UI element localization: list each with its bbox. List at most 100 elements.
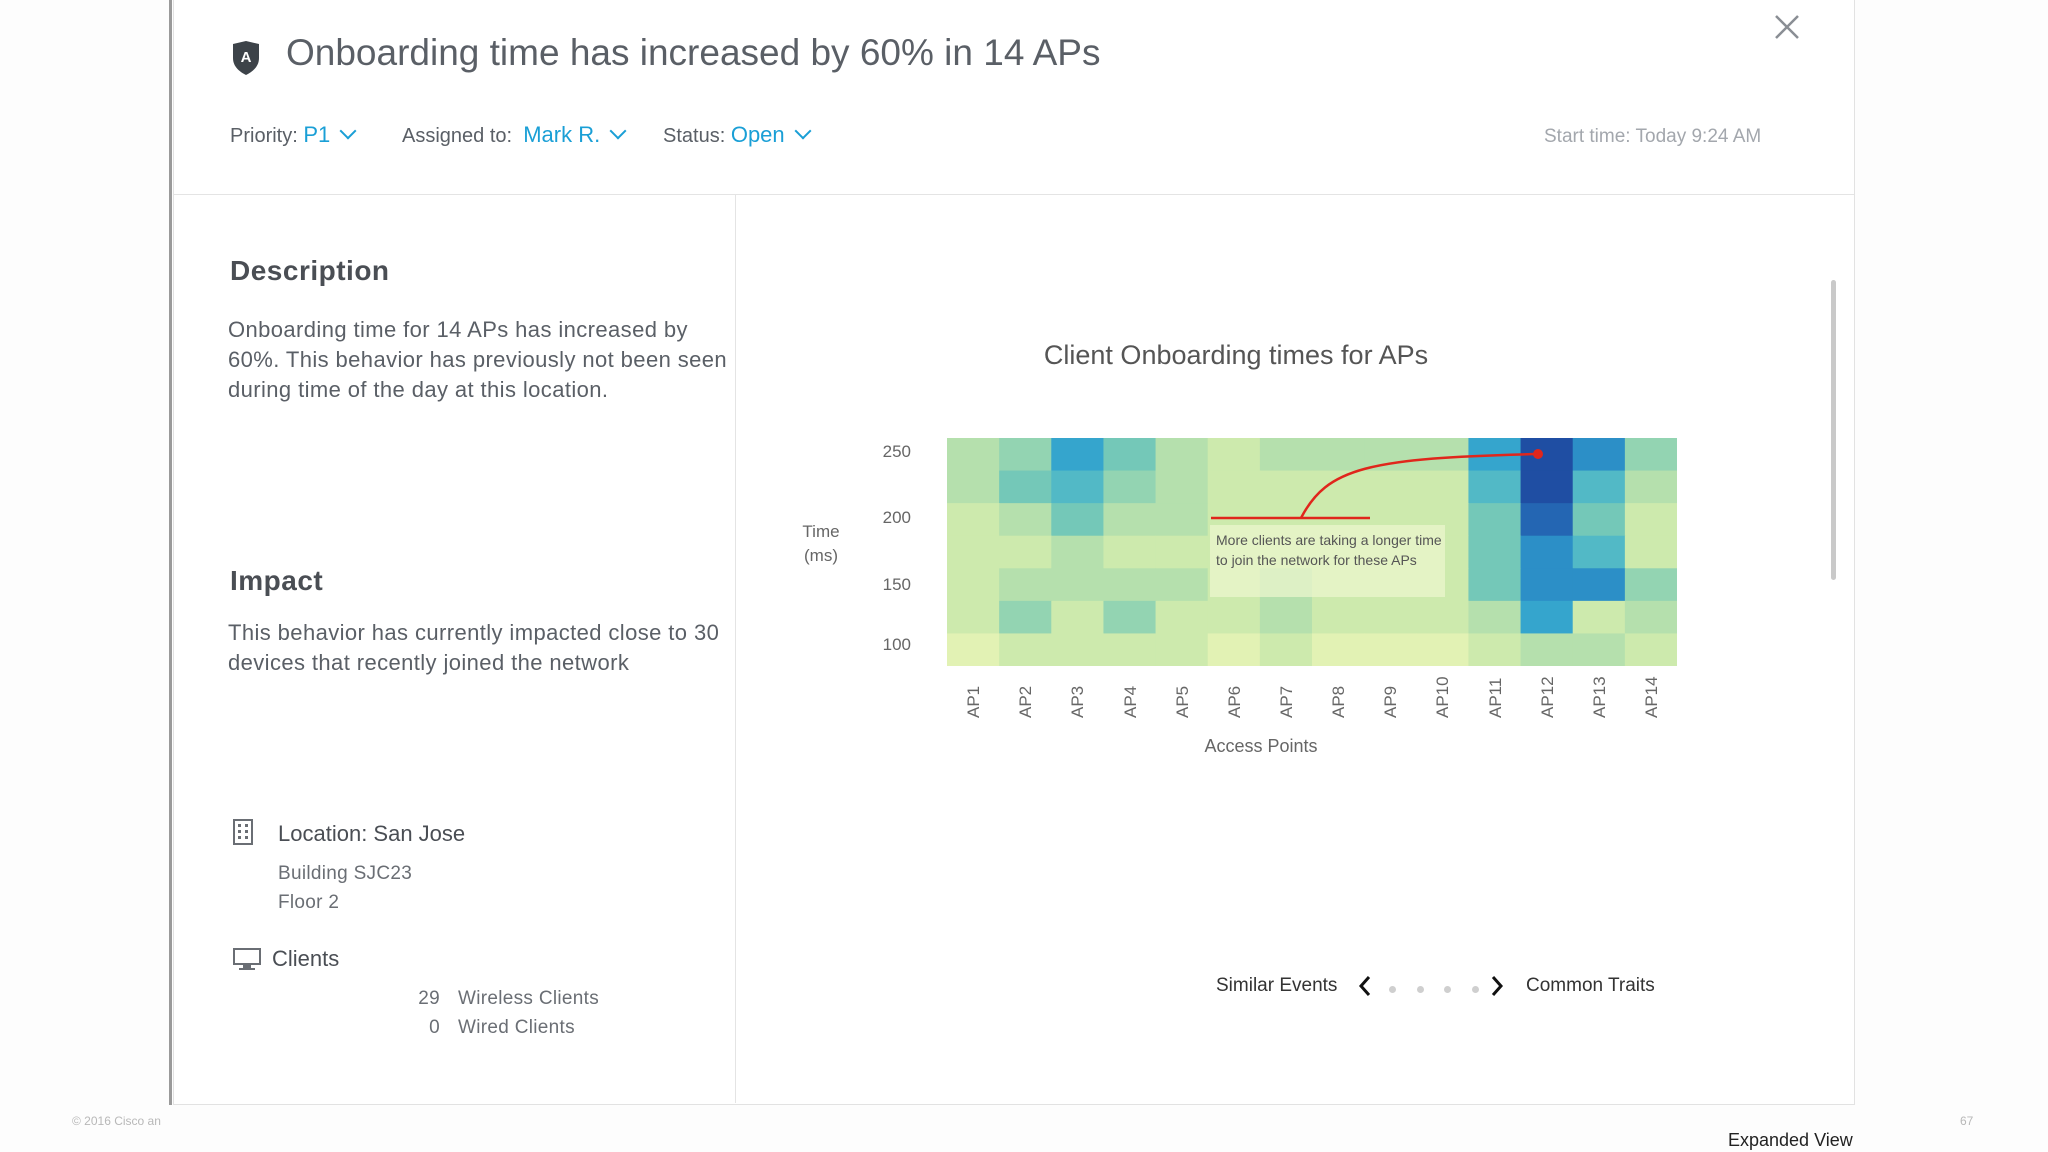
heatmap-cell xyxy=(1155,470,1209,504)
chart-panel: Client Onboarding times for APs Time (ms… xyxy=(736,195,1853,1103)
heatmap-cell xyxy=(999,503,1052,537)
priority-value: P1 xyxy=(303,122,331,147)
heatmap-cell xyxy=(947,438,1000,472)
heatmap-cell xyxy=(1572,470,1626,504)
heatmap-cell xyxy=(1051,503,1105,537)
pagination-dot[interactable] xyxy=(1417,986,1424,993)
heatmap-cell xyxy=(1259,470,1313,504)
heatmap-cell xyxy=(1051,633,1105,666)
heatmap-cell xyxy=(1051,568,1105,602)
annotation-box xyxy=(1210,525,1445,597)
heatmap-cell xyxy=(1155,633,1209,666)
heatmap-cell xyxy=(947,633,1000,666)
client-type: Wireless Clients xyxy=(458,988,599,1009)
heatmap-cell xyxy=(1103,600,1157,635)
heatmap-cell xyxy=(1520,633,1574,666)
heatmap-cell xyxy=(1520,470,1574,504)
heatmap-cell xyxy=(1312,470,1365,504)
location-floor: Floor 2 xyxy=(278,892,340,913)
status-dropdown[interactable]: Open xyxy=(730,122,812,147)
building-icon xyxy=(233,819,253,845)
heatmap-cell xyxy=(1416,633,1470,666)
y-tick-label: 250 xyxy=(882,442,911,461)
heatmap-cell xyxy=(1312,438,1365,472)
chevron-down-icon xyxy=(609,122,627,140)
details-panel: Description Onboarding time for 14 APs h… xyxy=(174,195,736,1103)
heatmap-cell xyxy=(1572,633,1626,666)
heatmap-cell xyxy=(1207,470,1261,504)
heatmap-cell xyxy=(1312,600,1365,635)
x-tick-label: AP8 xyxy=(1329,685,1349,718)
location-key: Location xyxy=(278,821,362,846)
client-type: Wired Clients xyxy=(458,1017,575,1038)
chevron-down-icon xyxy=(339,122,357,140)
impact-text: This behavior has currently impacted clo… xyxy=(228,620,720,675)
pagination-dot[interactable] xyxy=(1472,986,1479,993)
heatmap-cell xyxy=(1416,438,1470,472)
heatmap-cell xyxy=(999,600,1052,635)
heatmap-cell xyxy=(1468,568,1522,602)
chevron-down-icon xyxy=(794,122,812,140)
heatmap-cell xyxy=(1624,633,1677,666)
impact-heading: Impact xyxy=(230,565,324,596)
status-field: Status: Open xyxy=(663,122,812,148)
x-tick-label: AP13 xyxy=(1589,676,1609,718)
priority-field: Priority: P1 xyxy=(230,122,357,148)
location-label: Location: San Jose xyxy=(278,821,466,846)
description-heading: Description xyxy=(230,255,390,286)
heatmap-cell xyxy=(1051,600,1105,635)
page-number: 67 xyxy=(1960,1114,1974,1128)
heatmap-cell xyxy=(1103,503,1157,537)
heatmap-cell xyxy=(1572,535,1626,569)
status-value: Open xyxy=(730,122,785,147)
view-label: Expanded View xyxy=(1728,1130,1853,1150)
y-axis-label: Time (ms) xyxy=(802,522,840,565)
x-tick-label: AP4 xyxy=(1120,685,1140,718)
heatmap-cell xyxy=(1520,535,1574,569)
heatmap-cell xyxy=(1103,535,1157,569)
heatmap-cell xyxy=(1624,470,1677,504)
clients-row-wireless: 29 Wireless Clients xyxy=(412,988,599,1010)
assignee-dropdown[interactable]: Mark R. xyxy=(523,122,627,147)
heatmap-cell xyxy=(1520,568,1574,602)
similar-events-link[interactable]: Similar Events xyxy=(1216,975,1338,996)
x-tick-label: AP14 xyxy=(1641,676,1661,718)
assignee-value: Mark R. xyxy=(523,122,601,147)
heatmap-cell xyxy=(999,470,1052,504)
close-icon[interactable] xyxy=(1772,12,1802,42)
heatmap-cell xyxy=(1207,438,1261,472)
heatmap-cell xyxy=(1624,503,1677,537)
x-tick-label: AP10 xyxy=(1433,676,1453,718)
chevron-left-icon[interactable] xyxy=(1356,973,1374,999)
x-tick-label: AP7 xyxy=(1276,685,1296,718)
slide-edge-line xyxy=(169,0,172,1105)
heatmap-cell xyxy=(1572,503,1626,537)
pagination-dot[interactable] xyxy=(1389,986,1396,993)
heatmap-cell xyxy=(1155,535,1209,569)
heatmap-cell xyxy=(1051,438,1105,472)
priority-dropdown[interactable]: P1 xyxy=(303,122,357,147)
heatmap-cell xyxy=(1155,568,1209,602)
heatmap-cell xyxy=(1624,438,1677,472)
heatmap-cell xyxy=(1207,633,1261,666)
monitor-icon xyxy=(233,948,261,970)
assigned-field: Assigned to: Mark R. xyxy=(402,122,627,148)
x-axis-label: Access Points xyxy=(1204,736,1318,756)
heatmap-cell xyxy=(1624,600,1677,635)
pagination-dot[interactable] xyxy=(1444,986,1451,993)
client-count: 0 xyxy=(429,1017,440,1038)
scrollbar[interactable] xyxy=(1831,280,1836,580)
heatmap-cell xyxy=(1572,568,1626,602)
chevron-right-icon[interactable] xyxy=(1488,973,1506,999)
x-tick-label: AP6 xyxy=(1224,685,1244,718)
common-traits-link[interactable]: Common Traits xyxy=(1526,975,1655,996)
heatmap-cell xyxy=(1624,568,1677,602)
clients-label: Clients xyxy=(272,946,340,971)
heatmap-cell xyxy=(999,535,1052,569)
y-tick-label: 100 xyxy=(882,635,911,654)
priority-label: Priority: xyxy=(230,125,298,147)
svg-text:A: A xyxy=(241,49,252,66)
assigned-label: Assigned to: xyxy=(402,125,513,147)
x-tick-label: AP5 xyxy=(1172,685,1192,718)
heatmap-cell xyxy=(1155,503,1209,537)
